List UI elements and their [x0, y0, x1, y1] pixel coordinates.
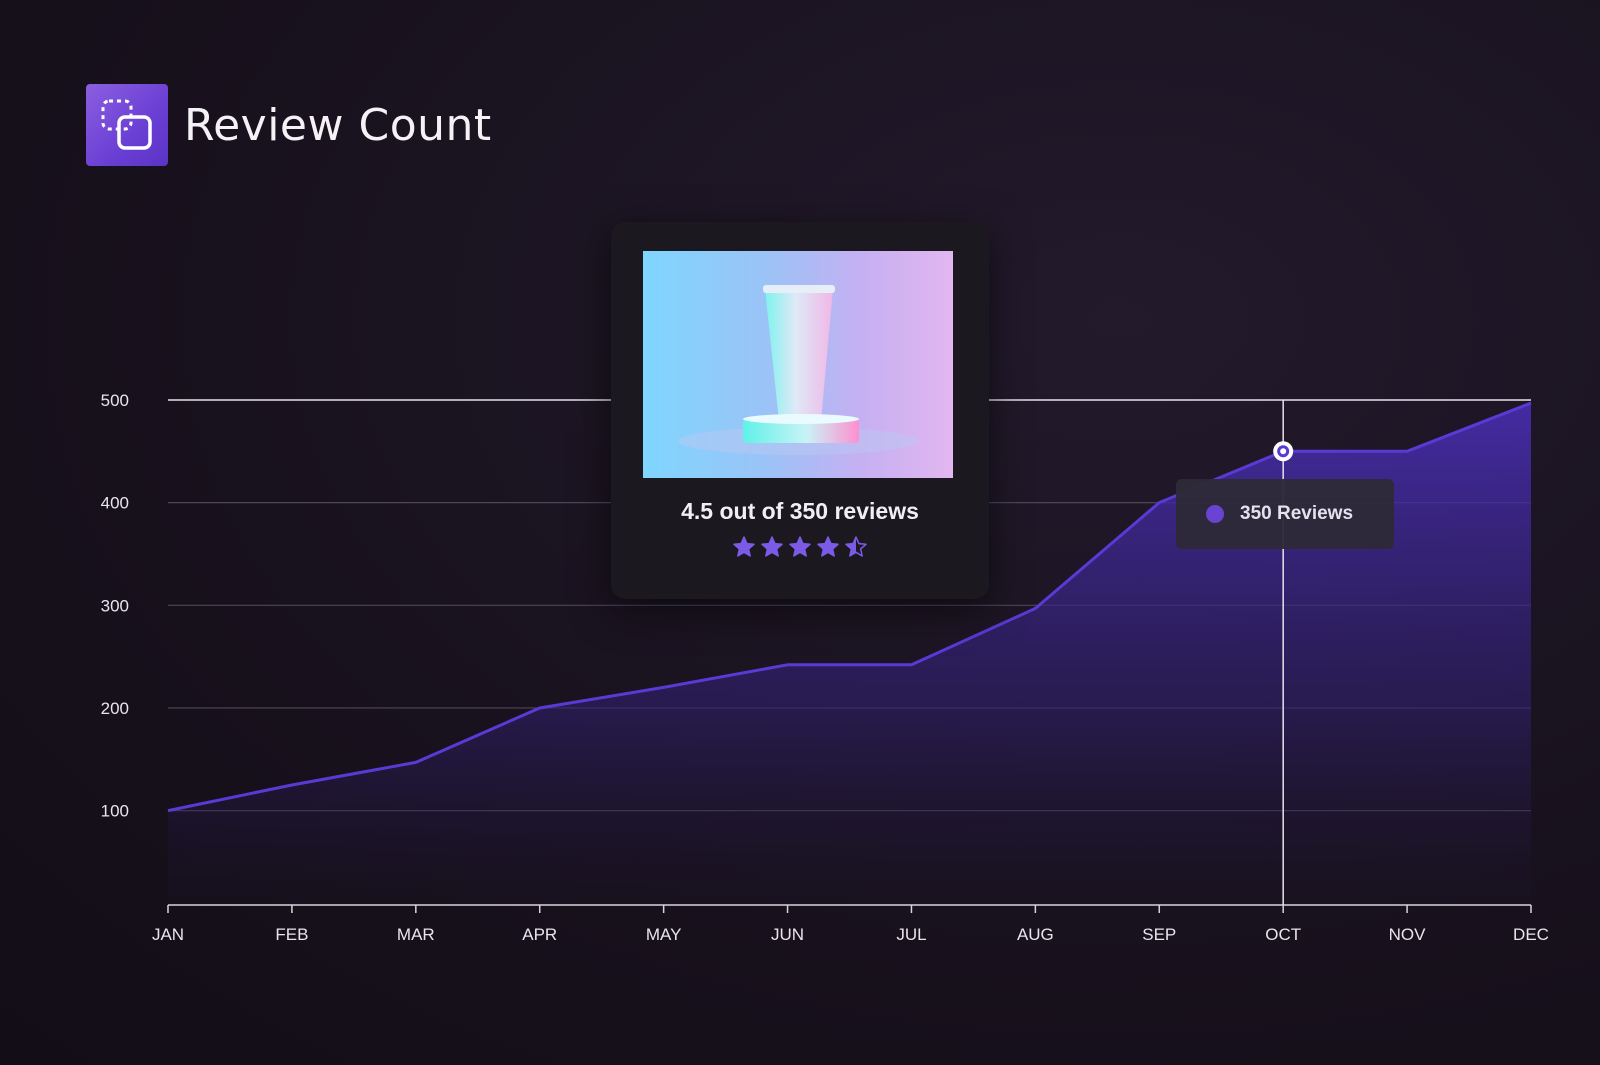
x-tick-label: SEP	[1142, 925, 1176, 944]
product-image	[643, 251, 953, 478]
y-tick-label: 500	[101, 391, 129, 410]
star-icon	[817, 536, 839, 557]
page-title: Review Count	[184, 99, 492, 151]
x-tick-label: NOV	[1389, 925, 1427, 944]
star-rating	[611, 535, 989, 559]
series-line	[167, 401, 1532, 813]
x-tick-label: JUL	[896, 925, 926, 944]
x-tick-label: JAN	[152, 925, 184, 944]
star-icon	[845, 536, 867, 557]
rating-caption: 4.5 out of 350 reviews	[681, 498, 919, 524]
logo	[86, 84, 168, 166]
x-tick-label: APR	[522, 925, 557, 944]
x-tick-label: AUG	[1017, 925, 1054, 944]
x-tick-label: OCT	[1265, 925, 1301, 944]
y-tick-label: 400	[101, 494, 129, 513]
x-tick-label: DEC	[1513, 925, 1549, 944]
tooltip-label: 350 Reviews	[1240, 503, 1354, 524]
y-tick-label: 100	[101, 802, 129, 821]
chart-header: Review Count	[86, 84, 492, 166]
product-rating-card: 4.5 out of 350 reviews	[611, 222, 989, 599]
star-icon	[789, 536, 811, 557]
copy-duplicate-icon	[101, 99, 152, 150]
highlight-marker-center	[1280, 448, 1287, 455]
x-tick-label: JUN	[771, 925, 804, 944]
x-tick-label: FEB	[275, 925, 308, 944]
y-tick-label: 300	[101, 596, 129, 615]
y-tick-label: 200	[101, 699, 129, 718]
data-tooltip: 350 Reviews	[1176, 479, 1394, 549]
star-icon	[733, 536, 755, 557]
series-dot-icon	[1206, 505, 1224, 523]
x-tick-label: MAY	[646, 925, 682, 944]
x-tick-label: MAR	[397, 925, 435, 944]
star-icon	[761, 536, 783, 557]
